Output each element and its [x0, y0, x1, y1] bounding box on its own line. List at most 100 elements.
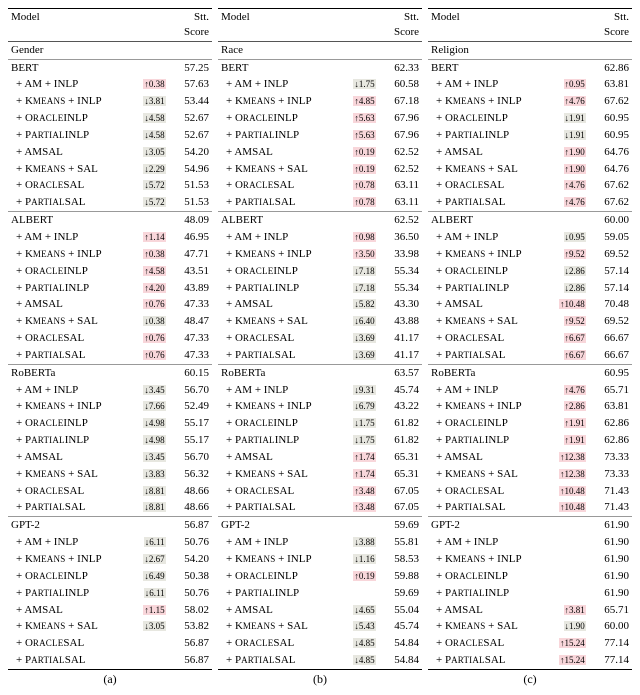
delta-cell: ↓7.18	[339, 280, 379, 297]
delta-cell	[339, 364, 379, 381]
method-label: + ORACLESAL	[218, 330, 339, 347]
delta-cell: ↓4.85	[339, 635, 379, 652]
delta-cell	[549, 212, 589, 229]
delta-cell: ↑4.58	[129, 263, 169, 280]
method-label: + PARTIALSAL	[8, 194, 129, 211]
results-table: ModelStt. ScoreRaceBERT62.33 + AM + INLP…	[218, 8, 422, 670]
score-cell: 71.43	[589, 483, 632, 500]
score-cell: 61.90	[589, 568, 632, 585]
delta-cell: ↑4.76	[549, 177, 589, 194]
score-cell: 60.00	[589, 212, 632, 229]
method-label: + KMEANS + INLP	[8, 551, 129, 568]
method-label: + KMEANS + SAL	[428, 313, 549, 330]
score-cell: 46.95	[169, 229, 212, 246]
method-label: + AMSAL	[218, 449, 339, 466]
category-label: Race	[218, 41, 422, 59]
delta-cell: ↓3.05	[129, 618, 169, 635]
delta-cell: ↓8.81	[129, 499, 169, 516]
score-cell: 43.88	[379, 313, 422, 330]
table-column-c: ModelStt. ScoreReligionBERT62.86 + AM + …	[428, 8, 632, 687]
method-label: + PARTIALINLP	[428, 280, 549, 297]
header-spacer	[129, 9, 169, 42]
delta-cell: ↓6.11	[129, 585, 169, 602]
score-cell: 54.20	[169, 144, 212, 161]
delta-cell: ↓3.69	[339, 347, 379, 364]
delta-cell: ↓2.29	[129, 161, 169, 178]
delta-cell: ↓1.90	[549, 618, 589, 635]
delta-cell: ↓1.75	[339, 76, 379, 93]
delta-cell: ↑0.76	[129, 330, 169, 347]
delta-cell: ↓4.85	[339, 652, 379, 669]
delta-cell: ↓6.79	[339, 398, 379, 415]
delta-cell: ↓9.31	[339, 382, 379, 399]
method-label: + KMEANS + SAL	[8, 313, 129, 330]
method-label: + PARTIALSAL	[8, 499, 129, 516]
delta-cell: ↓5.72	[129, 177, 169, 194]
delta-cell: ↑6.67	[549, 347, 589, 364]
delta-cell	[129, 517, 169, 534]
score-cell: 48.47	[169, 313, 212, 330]
method-label: + PARTIALSAL	[8, 347, 129, 364]
delta-cell: ↑5.63	[339, 110, 379, 127]
tables-row: ModelStt. ScoreGenderBERT57.25 + AM + IN…	[4, 8, 636, 687]
delta-cell: ↑0.95	[549, 76, 589, 93]
method-label: + AM + INLP	[218, 76, 339, 93]
method-label: + AMSAL	[428, 449, 549, 466]
score-cell: 41.17	[379, 330, 422, 347]
method-label: + AMSAL	[428, 296, 549, 313]
delta-cell	[549, 585, 589, 602]
score-cell: 69.52	[589, 313, 632, 330]
delta-cell: ↓4.58	[129, 110, 169, 127]
method-label: + AM + INLP	[8, 229, 129, 246]
score-cell: 67.05	[379, 499, 422, 516]
score-cell: 67.62	[589, 194, 632, 211]
score-cell: 55.17	[169, 432, 212, 449]
delta-cell: ↓1.75	[339, 432, 379, 449]
score-cell: 33.98	[379, 246, 422, 263]
score-cell: 61.90	[589, 551, 632, 568]
delta-cell: ↑0.76	[129, 347, 169, 364]
method-label: + KMEANS + SAL	[428, 618, 549, 635]
score-cell: 53.82	[169, 618, 212, 635]
method-label: + KMEANS + INLP	[8, 93, 129, 110]
score-cell: 51.53	[169, 177, 212, 194]
header-model: Model	[428, 9, 549, 42]
method-label: + AMSAL	[8, 602, 129, 619]
model-name: ALBERT	[8, 212, 129, 229]
method-label: + PARTIALSAL	[218, 652, 339, 669]
method-label: + ORACLESAL	[8, 330, 129, 347]
method-label: + ORACLEINLP	[428, 263, 549, 280]
method-label: + PARTIALSAL	[218, 499, 339, 516]
score-cell: 45.74	[379, 618, 422, 635]
method-label: + PARTIALINLP	[218, 280, 339, 297]
method-label: + KMEANS + SAL	[428, 466, 549, 483]
score-cell: 41.17	[379, 347, 422, 364]
method-label: + AM + INLP	[428, 76, 549, 93]
subcaption: (a)	[8, 672, 212, 687]
method-label: + PARTIALINLP	[218, 127, 339, 144]
delta-cell	[129, 635, 169, 652]
score-cell: 61.90	[589, 585, 632, 602]
score-cell: 67.62	[589, 177, 632, 194]
delta-cell: ↓2.86	[549, 280, 589, 297]
subcaption: (b)	[218, 672, 422, 687]
model-name: GPT-2	[218, 517, 339, 534]
score-cell: 63.81	[589, 76, 632, 93]
delta-cell: ↑0.76	[129, 296, 169, 313]
delta-cell	[549, 517, 589, 534]
method-label: + AM + INLP	[218, 229, 339, 246]
score-cell: 48.66	[169, 499, 212, 516]
score-cell: 52.67	[169, 127, 212, 144]
model-name: GPT-2	[428, 517, 549, 534]
score-cell: 43.22	[379, 398, 422, 415]
delta-cell: ↑0.38	[129, 76, 169, 93]
delta-cell: ↓4.58	[129, 127, 169, 144]
method-label: + ORACLESAL	[218, 177, 339, 194]
score-cell: 43.51	[169, 263, 212, 280]
score-cell: 54.84	[379, 652, 422, 669]
score-cell: 52.67	[169, 110, 212, 127]
score-cell: 47.71	[169, 246, 212, 263]
score-cell: 67.18	[379, 93, 422, 110]
score-cell: 73.33	[589, 466, 632, 483]
header-score: Stt. Score	[169, 9, 212, 42]
